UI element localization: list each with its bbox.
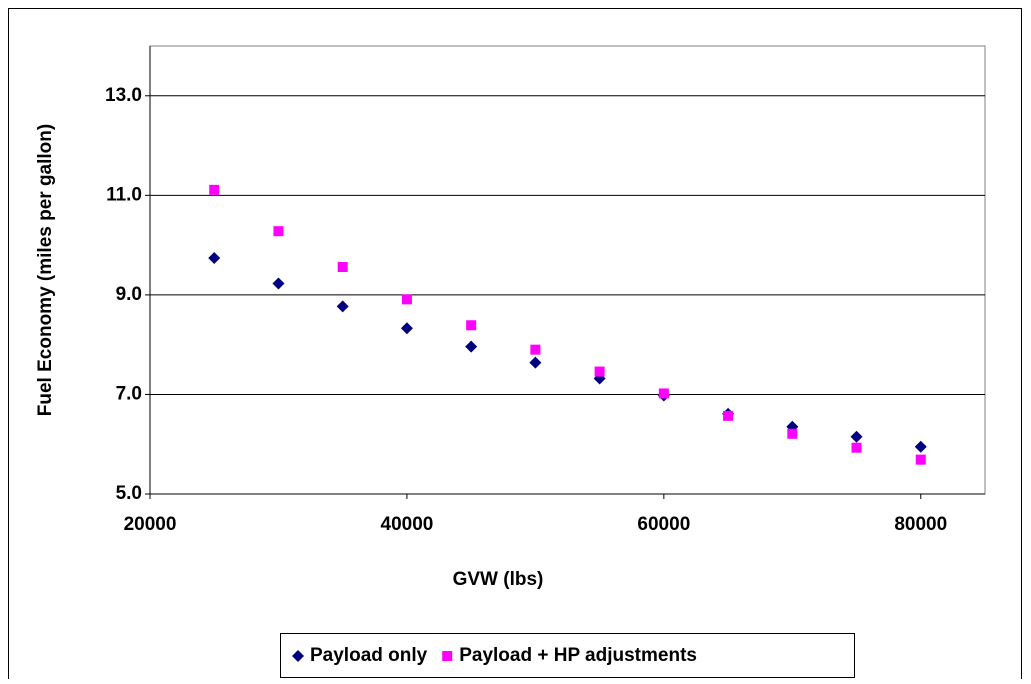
point bbox=[272, 277, 285, 290]
point bbox=[336, 300, 349, 313]
plot-area bbox=[149, 45, 986, 495]
point bbox=[851, 442, 862, 453]
x-tick-label: 80000 bbox=[894, 514, 947, 535]
point bbox=[850, 430, 863, 443]
point bbox=[208, 252, 221, 265]
point bbox=[914, 440, 927, 453]
y-tick-label: 5.0 bbox=[116, 483, 142, 504]
point bbox=[337, 262, 348, 273]
legend-label: Payload only bbox=[310, 645, 428, 666]
point bbox=[401, 294, 412, 305]
legend bbox=[280, 633, 855, 678]
x-tick-label: 40000 bbox=[381, 514, 434, 535]
point bbox=[530, 344, 541, 355]
y-tick-label: 13.0 bbox=[105, 85, 142, 106]
point bbox=[209, 184, 220, 195]
y-axis-label: Fuel Economy (miles per gallon) bbox=[35, 124, 56, 416]
y-tick-label: 7.0 bbox=[116, 383, 142, 404]
point bbox=[915, 454, 926, 465]
y-tick-label: 11.0 bbox=[106, 184, 142, 205]
point bbox=[723, 410, 734, 421]
point bbox=[594, 366, 605, 377]
point bbox=[465, 340, 478, 353]
legend-label: Payload + HP adjustments bbox=[459, 645, 697, 666]
x-tick-label: 20000 bbox=[124, 514, 177, 535]
x-axis-label: GVW (lbs) bbox=[453, 569, 544, 590]
point bbox=[529, 356, 542, 369]
point bbox=[400, 322, 413, 335]
point bbox=[787, 428, 798, 439]
legend-marker bbox=[292, 650, 304, 662]
legend-marker bbox=[442, 651, 453, 661]
point bbox=[273, 226, 284, 237]
point bbox=[466, 320, 477, 331]
x-tick-label: 60000 bbox=[637, 514, 690, 535]
point bbox=[658, 388, 669, 399]
y-tick-label: 9.0 bbox=[116, 284, 142, 305]
